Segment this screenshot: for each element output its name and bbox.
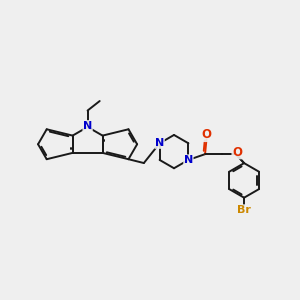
Text: N: N	[184, 155, 193, 165]
Text: N: N	[83, 121, 92, 131]
Text: N: N	[155, 138, 164, 148]
Text: Br: Br	[237, 205, 251, 215]
Text: O: O	[232, 146, 242, 159]
Text: O: O	[202, 128, 212, 142]
